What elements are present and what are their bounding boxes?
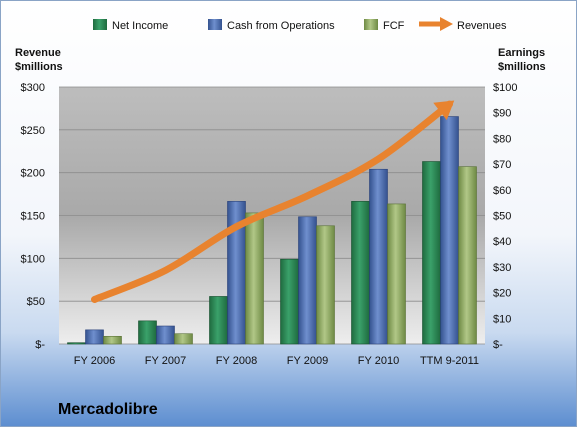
bar-fcf — [316, 225, 335, 345]
right-tick-label: $70 — [493, 159, 511, 171]
legend-label-revenues: Revenues — [457, 20, 507, 32]
bar-net-income — [209, 296, 228, 345]
x-tick-labels: FY 2006 FY 2007 FY 2008 FY 2009 FY 2010 TTM 9… — [74, 355, 479, 367]
right-axis-title-line2: $millions — [498, 61, 546, 73]
left-tick-label: $150 — [21, 211, 45, 223]
bar-net-income — [138, 320, 157, 345]
right-axis-title-line1: Earnings — [498, 47, 545, 59]
right-tick-label: $10 — [493, 313, 511, 325]
x-tick-label: FY 2009 — [287, 355, 328, 367]
left-axis-title-line1: Revenue — [15, 47, 61, 59]
left-axis-title-line2: $millions — [15, 61, 63, 73]
right-tick-label: $80 — [493, 133, 511, 145]
x-tick-label: TTM 9-2011 — [420, 355, 479, 367]
right-tick-label: $60 — [493, 185, 511, 197]
x-tick-label: FY 2007 — [145, 355, 186, 367]
bar-fcf — [458, 166, 477, 345]
left-tick-label: $50 — [27, 296, 45, 308]
bar-cash-from-operations — [440, 116, 459, 345]
bar-cash-from-operations — [85, 329, 104, 345]
legend: Net Income Cash from Operations FCF Reve… — [93, 17, 507, 32]
left-tick-label: $300 — [21, 82, 45, 94]
right-tick-label: $40 — [493, 236, 511, 248]
right-tick-label: $50 — [493, 211, 511, 223]
right-tick-label: $90 — [493, 108, 511, 120]
right-tick-label: $20 — [493, 288, 511, 300]
revenue-line — [91, 100, 455, 303]
legend-swatch-cash-ops — [208, 19, 222, 30]
legend-swatch-fcf — [364, 19, 378, 30]
x-tick-label: FY 2008 — [216, 355, 257, 367]
bar-cash-from-operations — [156, 325, 175, 345]
legend-label-cash-ops: Cash from Operations — [227, 20, 335, 32]
company-name: Mercadolibre — [58, 401, 158, 418]
x-tick-label: FY 2006 — [74, 355, 115, 367]
revenue-arrowhead — [433, 100, 455, 121]
bars — [67, 116, 477, 345]
right-tick-label: $30 — [493, 262, 511, 274]
bar-fcf — [103, 335, 122, 345]
right-tick-label: $100 — [493, 82, 517, 94]
bar-net-income — [67, 342, 86, 345]
bar-net-income — [351, 201, 370, 345]
bar-net-income — [280, 258, 299, 345]
bar-fcf — [245, 212, 264, 345]
legend-label-net-income: Net Income — [112, 20, 168, 32]
left-tick-label: $- — [35, 339, 45, 351]
bar-cash-from-operations — [369, 168, 388, 345]
legend-swatch-net-income — [93, 19, 107, 30]
bar-fcf — [387, 203, 406, 345]
left-tick-labels: $- $50 $100 $150 $200 $250 $300 — [21, 82, 46, 351]
bar-fcf — [174, 333, 193, 345]
left-tick-label: $200 — [21, 168, 45, 180]
revenue-line-path — [91, 100, 453, 303]
right-tick-labels: $- $10 $20 $30 $40 $50 $60 $70 $80 $90 $100 — [493, 82, 517, 351]
right-tick-label: $- — [493, 339, 503, 351]
legend-label-fcf: FCF — [383, 20, 405, 32]
left-tick-label: $250 — [21, 125, 45, 137]
bar-cash-from-operations — [298, 216, 317, 345]
legend-arrowhead-revenues — [440, 17, 453, 31]
bar-net-income — [422, 161, 441, 345]
left-tick-label: $100 — [21, 253, 45, 265]
x-tick-label: FY 2010 — [358, 355, 399, 367]
